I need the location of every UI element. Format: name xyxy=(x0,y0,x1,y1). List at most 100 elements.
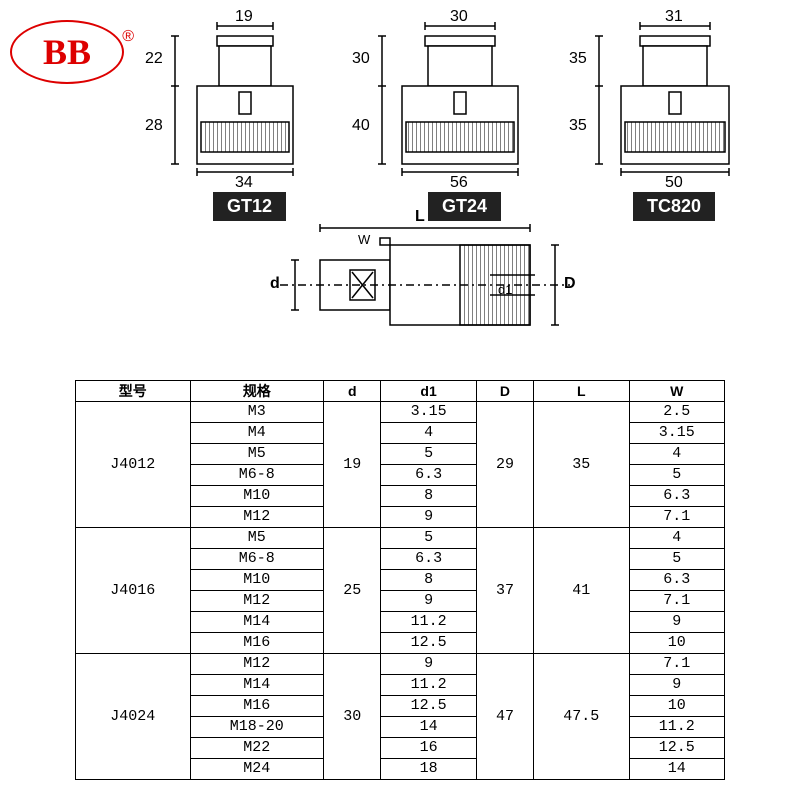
cell-d1: 3.15 xyxy=(381,402,476,423)
cell-d1: 5 xyxy=(381,528,476,549)
th-spec: 规格 xyxy=(190,381,324,402)
cell-spec: M16 xyxy=(190,633,324,654)
tc820-lower-h: 35 xyxy=(569,117,587,135)
tc820-upper-h: 35 xyxy=(569,50,587,68)
cell-W: 10 xyxy=(629,633,724,654)
tc820-bot-w: 50 xyxy=(665,174,683,192)
cell-spec: M12 xyxy=(190,654,324,675)
th-d1: d1 xyxy=(381,381,476,402)
cell-W: 9 xyxy=(629,675,724,696)
cell-spec: M6-8 xyxy=(190,549,324,570)
cell-W: 6.3 xyxy=(629,486,724,507)
cell-W: 7.1 xyxy=(629,591,724,612)
trademark-symbol: ® xyxy=(122,28,134,46)
gt12-bot-w: 34 xyxy=(235,174,253,192)
drawing-tc820: 31 35 35 50 TC820 xyxy=(575,12,785,202)
brand-logo: BB ® xyxy=(10,20,124,84)
drawing-gt12: 19 22 28 34 GT12 xyxy=(145,12,355,202)
cell-W: 7.1 xyxy=(629,654,724,675)
cell-W: 11.2 xyxy=(629,717,724,738)
th-D: D xyxy=(476,381,533,402)
th-model: 型号 xyxy=(76,381,191,402)
cell-model: J4016 xyxy=(76,528,191,654)
cell-d1: 6.3 xyxy=(381,465,476,486)
cell-d: 25 xyxy=(324,528,381,654)
table-row: J4016M525537414 xyxy=(76,528,725,549)
cell-L: 41 xyxy=(534,528,629,654)
cell-W: 4 xyxy=(629,528,724,549)
cell-spec: M16 xyxy=(190,696,324,717)
cell-W: 5 xyxy=(629,465,724,486)
cell-spec: M14 xyxy=(190,675,324,696)
cell-spec: M5 xyxy=(190,528,324,549)
table-row: J4012M3193.1529352.5 xyxy=(76,402,725,423)
cell-W: 9 xyxy=(629,612,724,633)
cell-W: 3.15 xyxy=(629,423,724,444)
logo-text: BB xyxy=(43,31,91,73)
cell-d1: 4 xyxy=(381,423,476,444)
cell-d1: 12.5 xyxy=(381,696,476,717)
cell-W: 12.5 xyxy=(629,738,724,759)
cell-d1: 11.2 xyxy=(381,675,476,696)
cell-W: 2.5 xyxy=(629,402,724,423)
table-header-row: 型号 规格 d d1 D L W xyxy=(76,381,725,402)
cell-d1: 16 xyxy=(381,738,476,759)
mid-d: d xyxy=(270,275,280,293)
cell-spec: M14 xyxy=(190,612,324,633)
tc820-top-w: 31 xyxy=(665,8,683,26)
cell-d: 19 xyxy=(324,402,381,528)
th-d: d xyxy=(324,381,381,402)
cell-d1: 11.2 xyxy=(381,612,476,633)
th-L: L xyxy=(534,381,629,402)
gt24-lower-h: 40 xyxy=(352,117,370,135)
gt12-lower-h: 28 xyxy=(145,117,163,135)
side-view-drawing: L W d d1 D xyxy=(240,210,600,360)
cell-D: 37 xyxy=(476,528,533,654)
cell-d1: 5 xyxy=(381,444,476,465)
th-W: W xyxy=(629,381,724,402)
cell-d: 30 xyxy=(324,654,381,780)
cell-spec: M10 xyxy=(190,486,324,507)
gt12-top-w: 19 xyxy=(235,8,253,26)
mid-L: L xyxy=(415,208,425,226)
cell-model: J4012 xyxy=(76,402,191,528)
side-view-svg xyxy=(240,210,600,360)
cell-spec: M4 xyxy=(190,423,324,444)
cell-spec: M5 xyxy=(190,444,324,465)
cell-d1: 12.5 xyxy=(381,633,476,654)
table-row: J4024M123094747.57.1 xyxy=(76,654,725,675)
spec-table-wrap: 型号 规格 d d1 D L W J4012M3193.1529352.5M4 4… xyxy=(75,380,725,780)
cell-spec: M10 xyxy=(190,570,324,591)
cell-W: 4 xyxy=(629,444,724,465)
cell-spec: M6-8 xyxy=(190,465,324,486)
cell-D: 29 xyxy=(476,402,533,528)
cell-W: 7.1 xyxy=(629,507,724,528)
cell-W: 10 xyxy=(629,696,724,717)
cell-d1: 14 xyxy=(381,717,476,738)
cell-d1: 6.3 xyxy=(381,549,476,570)
cell-d1: 8 xyxy=(381,570,476,591)
mid-d1: d1 xyxy=(498,282,512,297)
cell-spec: M22 xyxy=(190,738,324,759)
cell-spec: M3 xyxy=(190,402,324,423)
cell-spec: M12 xyxy=(190,591,324,612)
cell-W: 14 xyxy=(629,759,724,780)
spec-table: 型号 规格 d d1 D L W J4012M3193.1529352.5M4 4… xyxy=(75,380,725,780)
cell-D: 47 xyxy=(476,654,533,780)
cell-spec: M24 xyxy=(190,759,324,780)
cell-model: J4024 xyxy=(76,654,191,780)
cell-W: 6.3 xyxy=(629,570,724,591)
cell-d1: 9 xyxy=(381,507,476,528)
table-body: J4012M3193.1529352.5M443.15M554M6-86.35M… xyxy=(76,402,725,780)
cell-W: 5 xyxy=(629,549,724,570)
gt24-upper-h: 30 xyxy=(352,50,370,68)
mid-W: W xyxy=(358,232,370,247)
cell-d1: 18 xyxy=(381,759,476,780)
cell-L: 47.5 xyxy=(534,654,629,780)
drawing-gt24: 30 30 40 56 GT24 xyxy=(360,12,570,202)
cell-d1: 9 xyxy=(381,591,476,612)
gt12-upper-h: 22 xyxy=(145,50,163,68)
cell-d1: 9 xyxy=(381,654,476,675)
cell-d1: 8 xyxy=(381,486,476,507)
gt24-top-w: 30 xyxy=(450,8,468,26)
